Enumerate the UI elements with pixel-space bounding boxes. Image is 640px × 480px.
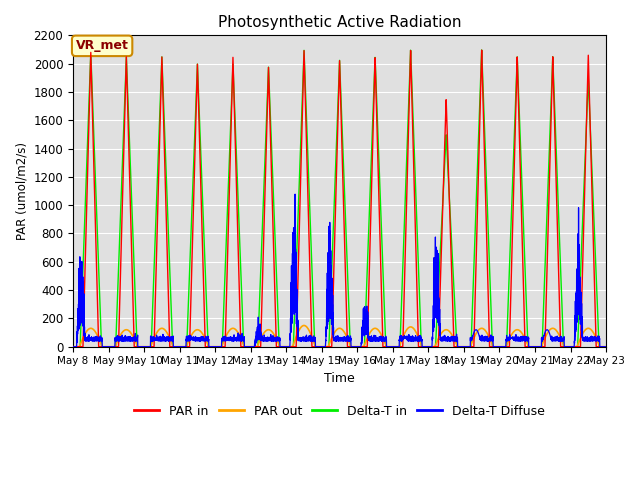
Y-axis label: PAR (umol/m2/s): PAR (umol/m2/s)	[15, 142, 28, 240]
Title: Photosynthetic Active Radiation: Photosynthetic Active Radiation	[218, 15, 461, 30]
Legend: PAR in, PAR out, Delta-T in, Delta-T Diffuse: PAR in, PAR out, Delta-T in, Delta-T Dif…	[129, 400, 550, 423]
Text: VR_met: VR_met	[76, 39, 129, 52]
X-axis label: Time: Time	[324, 372, 355, 385]
